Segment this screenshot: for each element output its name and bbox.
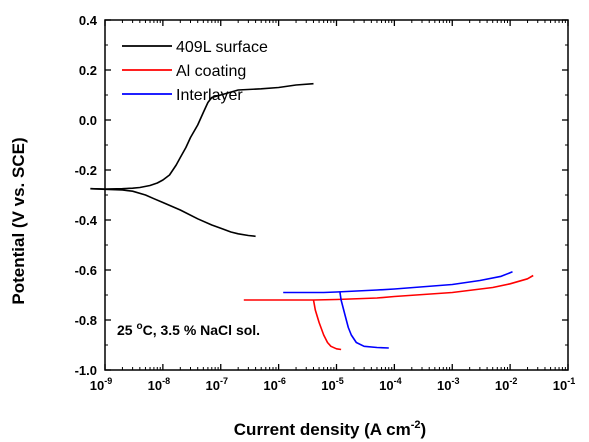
x-tick-base: 10 [321, 378, 335, 393]
x-tick-label: 10-9 [90, 376, 112, 393]
y-tick-label: -1.0 [75, 363, 97, 378]
x-tick-exponent: -7 [220, 376, 228, 386]
x-tick-base: 10 [206, 378, 220, 393]
series-line-interlayer [283, 271, 513, 294]
x-tick-label: 10-6 [263, 376, 285, 393]
x-tick-base: 10 [90, 378, 104, 393]
legend-label: Interlayer [176, 87, 243, 104]
x-tick-exponent: -1 [567, 376, 575, 386]
plot-border [104, 19, 569, 371]
x-axis-title-main: Current density (A cm [234, 420, 411, 439]
x-tick-exponent: -4 [394, 376, 402, 386]
x-tick-exponent: -6 [278, 376, 286, 386]
series-line-interlayer-cathodic [339, 292, 389, 349]
x-tick-label: 10-5 [321, 376, 343, 393]
y-axis-ticks: -1.0 -0.8 -0.6 -0.4 -0.2 0.0 0.2 0.4 [75, 13, 568, 378]
x-tick-exponent: -8 [162, 376, 170, 386]
y-tick-label: 0.0 [79, 113, 97, 128]
y-tick-label: -0.4 [75, 213, 98, 228]
series-layer [90, 82, 534, 351]
annotation-prefix: 25 [117, 322, 136, 338]
series-line-409l-surface-cathodic [90, 187, 256, 238]
x-tick-label: 10-7 [206, 376, 228, 393]
y-tick-label: 0.2 [79, 63, 97, 78]
y-tick-label: -0.6 [75, 263, 97, 278]
x-tick-base: 10 [379, 378, 393, 393]
annotation-suffix: C, 3.5 % NaCl sol. [143, 322, 260, 338]
x-tick-base: 10 [437, 378, 451, 393]
x-tick-base: 10 [263, 378, 277, 393]
annotation-sup: o [136, 321, 142, 332]
x-tick-label: 10-8 [148, 376, 170, 393]
x-tick-base: 10 [148, 378, 162, 393]
x-tick-label: 10-4 [379, 376, 401, 393]
x-tick-exponent: -2 [509, 376, 517, 386]
y-tick-label: 0.4 [79, 13, 98, 28]
x-tick-label: 10-3 [437, 376, 459, 393]
x-tick-exponent: -5 [336, 376, 344, 386]
x-tick-label: 10-1 [553, 376, 575, 393]
conditions-annotation: 25 oC, 3.5 % NaCl sol. [117, 321, 260, 338]
series-line-409l-surface [90, 82, 314, 190]
x-tick-exponent: -3 [451, 376, 459, 386]
x-axis-title: Current density (A cm-2) [234, 419, 426, 439]
legend-label: Al coating [176, 63, 246, 80]
legend-label: 409L surface [176, 39, 268, 56]
x-tick-base: 10 [553, 378, 567, 393]
plot-frame [104, 19, 569, 371]
series-line-al-coating-cathodic [312, 299, 342, 351]
y-tick-label: -0.8 [75, 313, 97, 328]
x-axis-title-sup: -2 [411, 419, 421, 431]
x-tick-exponent: -9 [104, 376, 112, 386]
x-axis-ticks: 10-9 10-8 10-7 10-6 10-5 10-4 10-3 10-2 10-1 [90, 20, 575, 393]
x-tick-base: 10 [495, 378, 509, 393]
legend: 409L surface Al coating Interlayer [122, 39, 268, 104]
y-tick-label: -0.2 [75, 163, 97, 178]
x-axis-title-end: ) [421, 420, 427, 439]
y-axis-title: Potential (V vs. SCE) [9, 137, 28, 304]
x-tick-label: 10-2 [495, 376, 517, 393]
series-line-al-coating [243, 274, 534, 301]
